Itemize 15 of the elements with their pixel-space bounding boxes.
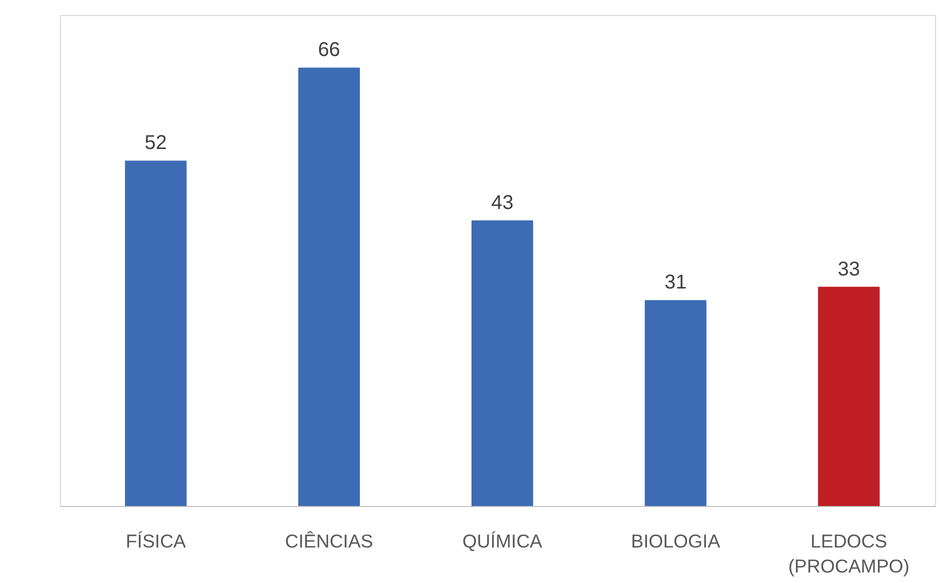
bar	[298, 68, 360, 506]
bar	[818, 286, 880, 506]
bar	[644, 300, 706, 506]
data-label: 31	[664, 272, 687, 294]
x-tick-label: CIÊNCIAS	[285, 530, 374, 552]
x-tick-label: QUÍMICA	[462, 530, 543, 552]
data-label: 66	[318, 39, 340, 62]
bar	[124, 160, 187, 506]
data-label: 43	[491, 192, 514, 214]
x-tick-label: LEDOCS (PROCAMPO)	[788, 530, 910, 577]
data-label: 33	[838, 258, 860, 280]
bar	[472, 220, 534, 506]
data-label: 52	[144, 132, 167, 154]
x-tick-label: BIOLOGIA	[631, 530, 721, 552]
x-tick-label: FÍSICA	[126, 530, 186, 552]
